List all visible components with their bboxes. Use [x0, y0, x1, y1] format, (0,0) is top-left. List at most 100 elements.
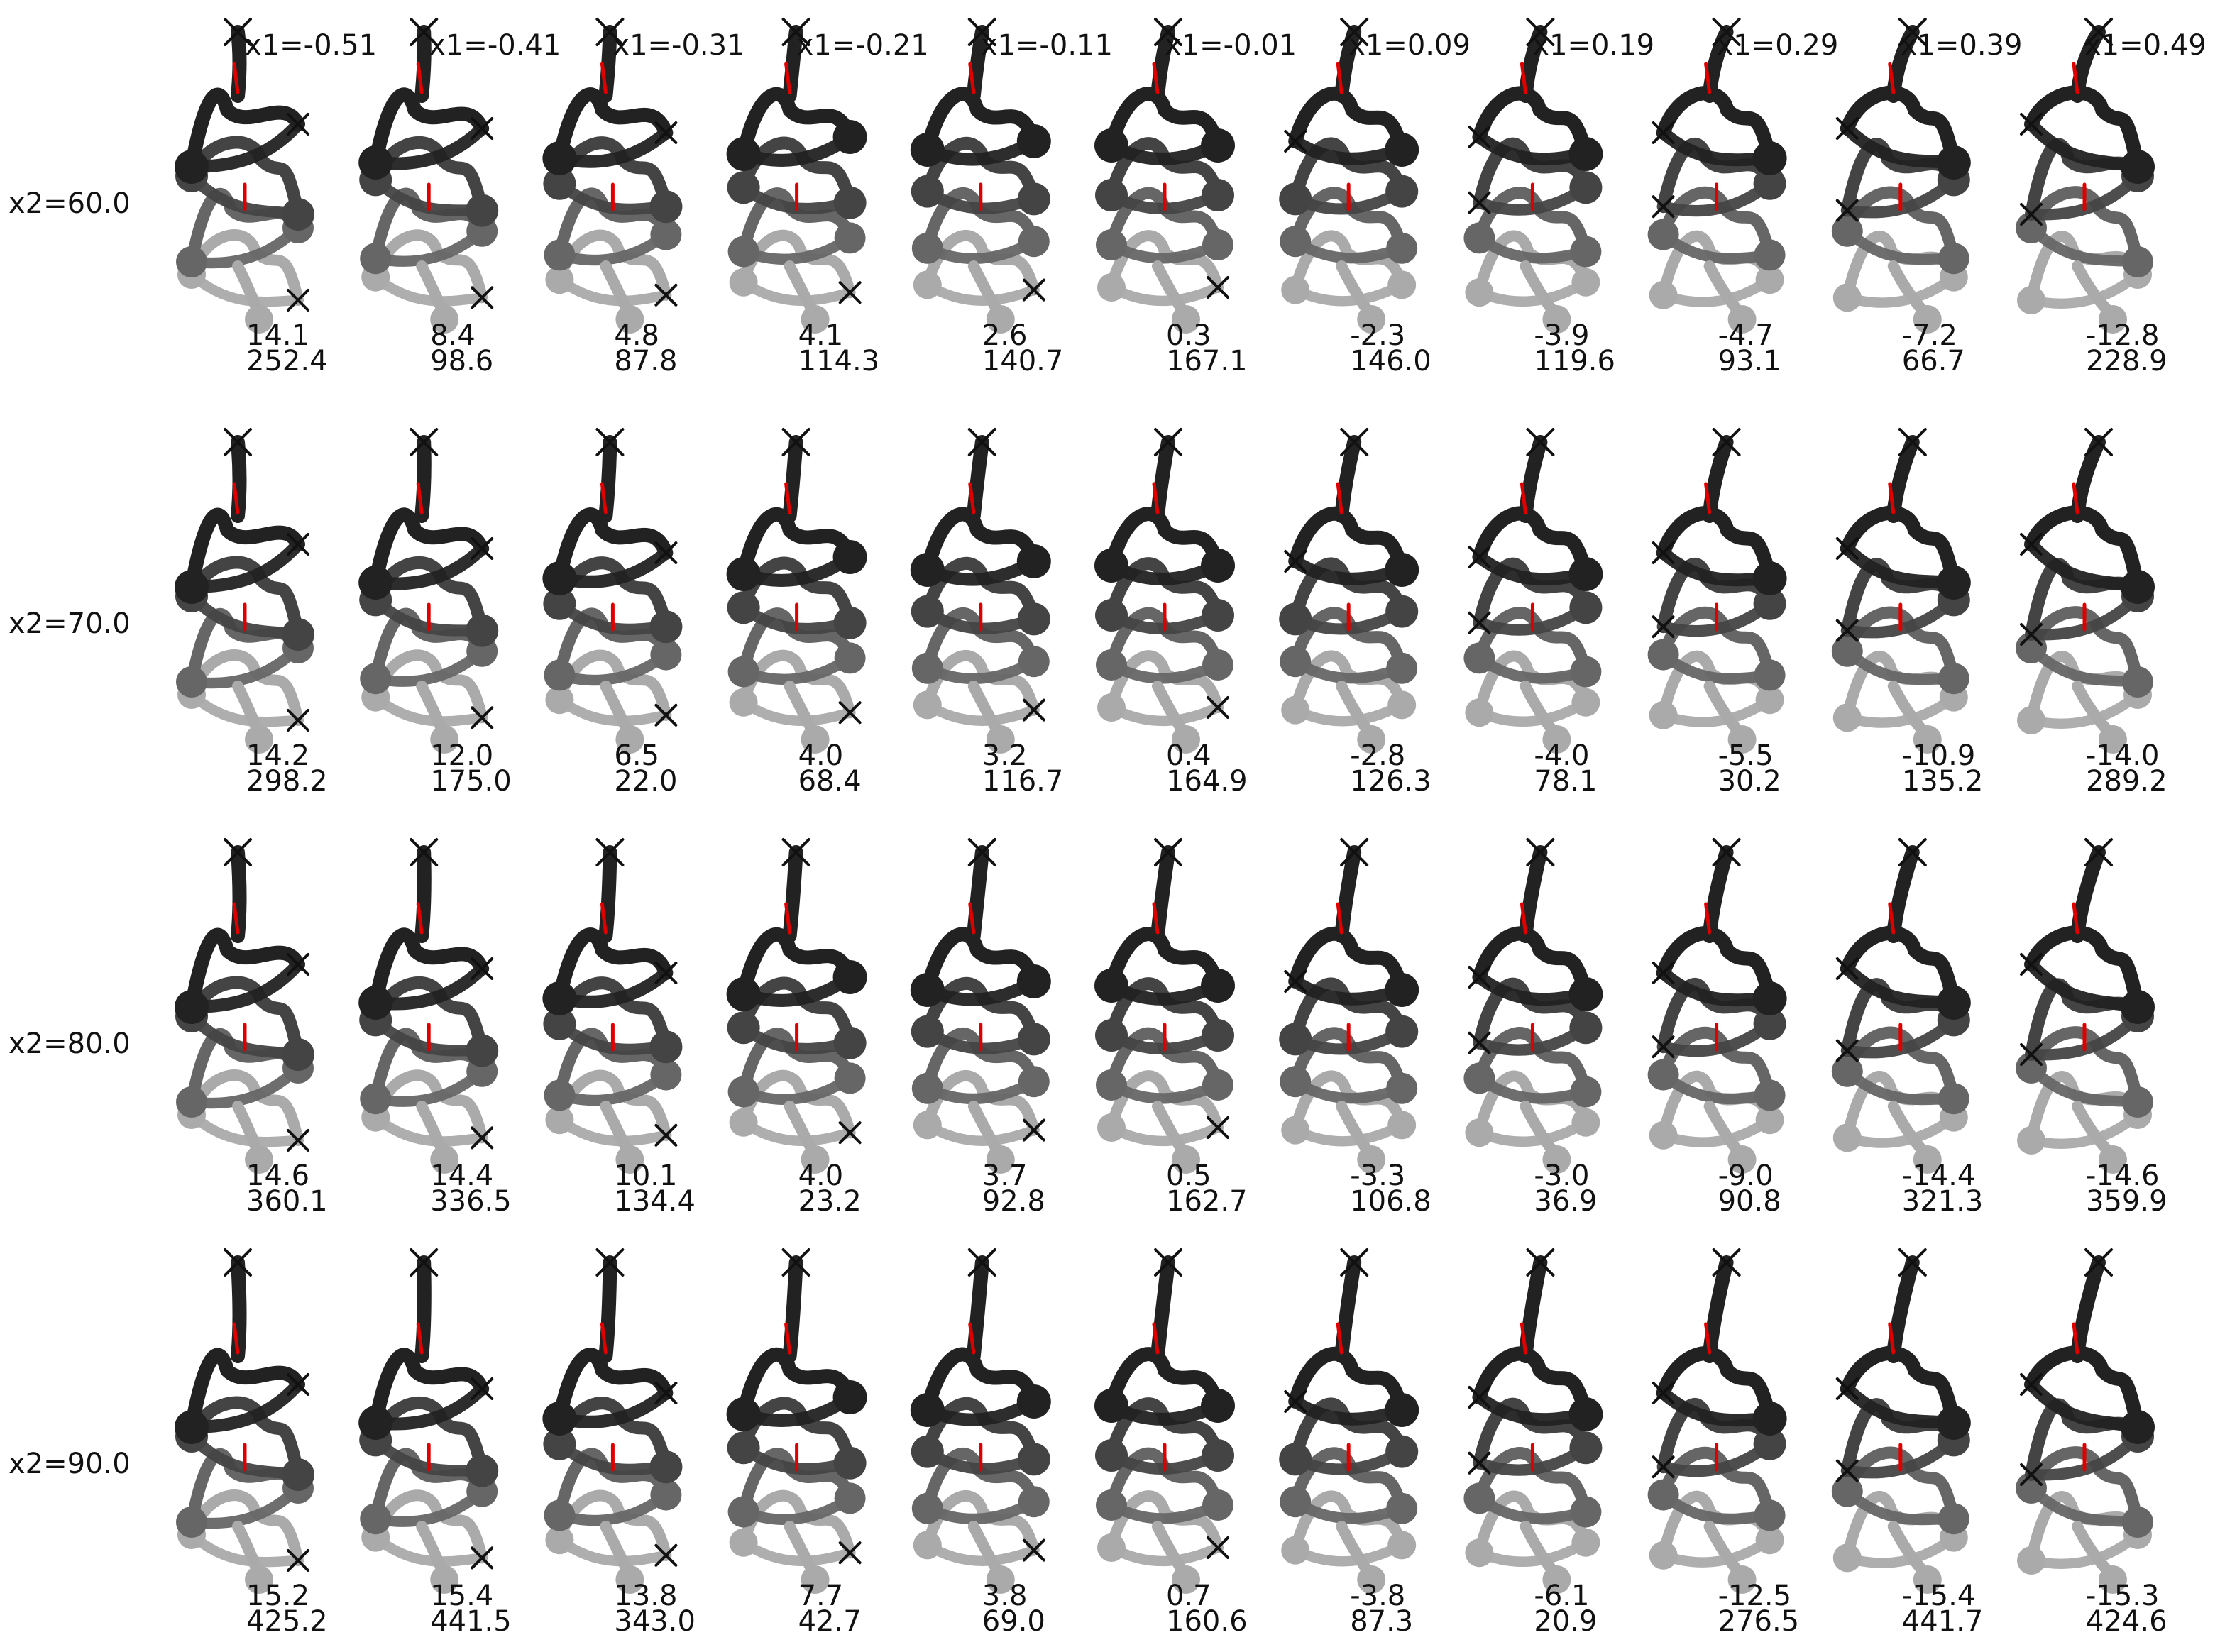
value-second: 87.3	[1350, 1605, 1414, 1638]
structure-glyph	[1463, 1248, 1603, 1594]
value-second: 424.6	[2086, 1605, 2167, 1638]
value-first: -3.3	[1350, 1160, 1406, 1192]
structure-glyph	[1463, 838, 1603, 1174]
structure-glyph	[358, 428, 499, 754]
value-second: 78.1	[1534, 765, 1598, 798]
value-second: 146.0	[1350, 345, 1432, 378]
value-first: 4.8	[614, 319, 660, 352]
value-second: 321.3	[1901, 1185, 1984, 1218]
structure-glyph	[910, 1248, 1051, 1594]
value-first: -10.9	[1901, 739, 1976, 772]
value-second: 425.2	[246, 1605, 328, 1638]
structure-glyph	[175, 18, 314, 334]
value-second: 66.7	[1901, 345, 1965, 378]
structure-glyph	[542, 18, 683, 334]
column-label: x1=-0.21	[796, 29, 929, 62]
column-label: x1=-0.51	[245, 29, 378, 62]
structure-glyph	[2016, 1248, 2155, 1594]
structure-glyph	[1647, 18, 1787, 334]
value-first: 14.1	[246, 319, 310, 352]
value-second: 336.5	[430, 1185, 512, 1218]
value-first: -14.6	[2086, 1160, 2160, 1192]
structure-glyph	[542, 838, 683, 1174]
structure-glyph	[358, 838, 499, 1174]
structure-glyph	[175, 428, 314, 754]
value-first: -3.8	[1350, 1580, 1406, 1612]
value-first: 15.4	[430, 1580, 494, 1612]
structure-glyph	[1831, 428, 1971, 754]
column-label: x1=-0.41	[429, 29, 561, 62]
structure-glyph	[1094, 838, 1235, 1174]
value-first: 0.7	[1166, 1580, 1211, 1612]
row-label: x2=90.0	[9, 1448, 131, 1480]
value-second: 140.7	[982, 345, 1064, 378]
value-first: 3.8	[982, 1580, 1028, 1612]
value-first: 4.1	[798, 319, 844, 352]
column-label: x1=0.09	[1348, 29, 1471, 62]
value-first: 13.8	[614, 1580, 678, 1612]
value-first: 4.0	[798, 1160, 844, 1192]
structure-glyph	[175, 1248, 314, 1594]
value-second: 175.0	[430, 765, 512, 798]
value-second: 360.1	[246, 1185, 328, 1218]
structure-glyph	[1094, 1248, 1235, 1594]
value-first: -2.3	[1350, 319, 1406, 352]
column-label: x1=0.19	[1532, 29, 1655, 62]
value-first: 4.0	[798, 739, 844, 772]
structure-glyph	[1094, 18, 1235, 334]
value-second: 22.0	[614, 765, 678, 798]
value-second: 23.2	[798, 1185, 862, 1218]
value-second: 98.6	[430, 345, 494, 378]
value-first: 0.4	[1166, 739, 1211, 772]
value-first: 12.0	[430, 739, 494, 772]
value-second: 116.7	[982, 765, 1064, 798]
value-second: 119.6	[1534, 345, 1615, 378]
structure-glyph	[175, 838, 314, 1174]
structure-glyph	[1647, 428, 1787, 754]
value-second: 126.3	[1350, 765, 1432, 798]
value-first: 7.7	[798, 1580, 844, 1612]
value-second: 92.8	[982, 1185, 1045, 1218]
structure-glyph	[726, 18, 867, 334]
structure-glyph	[726, 1248, 867, 1594]
structure-glyph	[2016, 838, 2155, 1174]
value-first: 6.5	[614, 739, 660, 772]
row-label: x2=60.0	[9, 187, 131, 220]
value-second: 106.8	[1350, 1185, 1432, 1218]
structure-glyph	[910, 18, 1051, 334]
value-second: 252.4	[246, 345, 328, 378]
value-second: 298.2	[246, 765, 328, 798]
structure-glyph	[1094, 428, 1235, 754]
structure-glyph	[2016, 18, 2155, 334]
structure-glyph	[1279, 428, 1419, 754]
structure-glyph	[726, 838, 867, 1174]
value-first: -14.0	[2086, 739, 2160, 772]
value-first: 3.2	[982, 739, 1028, 772]
value-first: 14.6	[246, 1160, 310, 1192]
structure-glyph	[1647, 838, 1787, 1174]
value-second: 276.5	[1718, 1605, 1800, 1638]
value-first: 14.4	[430, 1160, 494, 1192]
value-second: 359.9	[2086, 1185, 2167, 1218]
value-second: 441.5	[430, 1605, 512, 1638]
value-second: 160.6	[1166, 1605, 1248, 1638]
value-first: -5.5	[1718, 739, 1774, 772]
structure-glyph	[542, 1248, 683, 1594]
structure-glyph	[726, 428, 867, 754]
value-second: 167.1	[1166, 345, 1248, 378]
value-first: 3.7	[982, 1160, 1028, 1192]
structure-glyph	[1647, 1248, 1787, 1594]
value-first: -15.3	[2086, 1580, 2160, 1612]
value-second: 135.2	[1901, 765, 1984, 798]
value-first: 14.2	[246, 739, 310, 772]
value-first: -2.8	[1350, 739, 1406, 772]
value-second: 93.1	[1718, 345, 1781, 378]
value-second: 42.7	[798, 1605, 862, 1638]
value-first: -6.1	[1534, 1580, 1590, 1612]
structure-glyph	[1279, 1248, 1419, 1594]
value-second: 162.7	[1166, 1185, 1248, 1218]
column-label: x1=-0.01	[1165, 29, 1297, 62]
value-second: 30.2	[1718, 765, 1781, 798]
value-second: 343.0	[614, 1605, 696, 1638]
